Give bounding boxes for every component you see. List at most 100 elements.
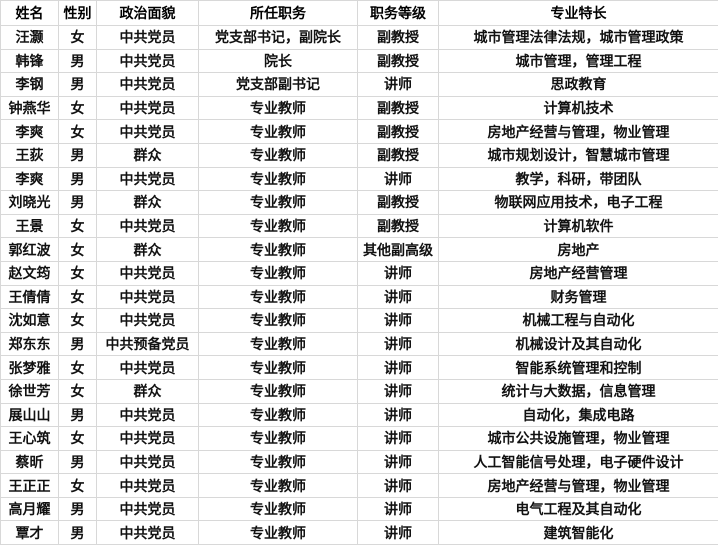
cell-job-level: 讲师 bbox=[357, 308, 439, 333]
cell-position: 专业教师 bbox=[198, 260, 358, 286]
cell-political-status: 中共预备党员 bbox=[96, 331, 199, 357]
cell-name: 覃才 bbox=[0, 520, 59, 545]
cell-specialty: 财务管理 bbox=[438, 284, 718, 310]
column-header-job-level: 职务等级 bbox=[357, 0, 439, 26]
cell-position: 专业教师 bbox=[198, 473, 358, 498]
cell-position: 专业教师 bbox=[198, 308, 358, 333]
cell-specialty: 房地产经营与管理，物业管理 bbox=[438, 473, 718, 498]
cell-specialty: 机械设计及其自动化 bbox=[438, 331, 718, 357]
cell-job-level: 副教授 bbox=[357, 213, 439, 239]
cell-name: 高月耀 bbox=[0, 496, 59, 522]
table-row: 刘晓光男群众 专业教师 副教授 物联网应用技术，电子工程 bbox=[0, 190, 718, 215]
column-header-political-status: 政治面貌 bbox=[96, 0, 199, 26]
cell-position: 专业教师 bbox=[198, 213, 358, 239]
table-row: 展山山男中共党员 专业教师 讲师 自动化，集成电路 bbox=[0, 402, 718, 428]
cell-specialty: 统计与大数据，信息管理 bbox=[438, 378, 718, 404]
cell-name: 汪灏 bbox=[0, 25, 59, 50]
cell-position: 专业教师 bbox=[198, 284, 358, 310]
cell-specialty: 自动化，集成电路 bbox=[438, 402, 718, 428]
cell-specialty: 教学，科研，带团队 bbox=[438, 166, 718, 192]
cell-gender: 女 bbox=[58, 25, 97, 50]
cell-name: 沈如意 bbox=[0, 308, 59, 333]
cell-political-status: 中共党员 bbox=[96, 402, 199, 428]
cell-name: 刘晓光 bbox=[0, 190, 59, 215]
cell-position: 专业教师 bbox=[198, 378, 358, 404]
cell-job-level: 副教授 bbox=[357, 95, 439, 121]
table-row: 覃才男中共党员 专业教师 讲师 建筑智能化 bbox=[0, 520, 718, 545]
cell-political-status: 中共党员 bbox=[96, 426, 199, 451]
cell-position: 专业教师 bbox=[198, 520, 358, 545]
cell-position: 专业教师 bbox=[198, 331, 358, 357]
cell-position: 院长 bbox=[198, 48, 358, 74]
table-row: 钟燕华女中共党员 专业教师 副教授 计算机技术 bbox=[0, 95, 718, 121]
column-header-specialty: 专业特长 bbox=[438, 0, 718, 26]
cell-job-level: 讲师 bbox=[357, 72, 439, 97]
cell-political-status: 群众 bbox=[96, 378, 199, 404]
cell-job-level: 讲师 bbox=[357, 331, 439, 357]
table-row: 王荻男群众 专业教师 副教授 城市规划设计，智慧城市管理 bbox=[0, 142, 718, 168]
cell-position: 专业教师 bbox=[198, 95, 358, 121]
cell-specialty: 城市公共设施管理，物业管理 bbox=[438, 426, 718, 451]
cell-gender: 女 bbox=[58, 378, 97, 404]
cell-gender: 男 bbox=[58, 72, 97, 97]
table-row: 徐世芳女群众 专业教师 讲师 统计与大数据，信息管理 bbox=[0, 378, 718, 404]
cell-political-status: 中共党员 bbox=[96, 449, 199, 475]
cell-gender: 男 bbox=[58, 190, 97, 215]
cell-position: 专业教师 bbox=[198, 355, 358, 380]
cell-position: 党支部副书记 bbox=[198, 72, 358, 97]
table-row: 赵文筠女中共党员 专业教师 讲师 房地产经营管理 bbox=[0, 260, 718, 286]
table-row: 王倩倩女中共党员 专业教师 讲师 财务管理 bbox=[0, 284, 718, 310]
cell-specialty: 智能系统管理和控制 bbox=[438, 355, 718, 380]
cell-political-status: 中共党员 bbox=[96, 119, 199, 144]
cell-job-level: 讲师 bbox=[357, 426, 439, 451]
cell-political-status: 群众 bbox=[96, 237, 199, 262]
cell-political-status: 群众 bbox=[96, 142, 199, 168]
cell-political-status: 中共党员 bbox=[96, 355, 199, 380]
table-row: 沈如意女中共党员 专业教师 讲师 机械工程与自动化 bbox=[0, 308, 718, 333]
cell-job-level: 副教授 bbox=[357, 142, 439, 168]
cell-position: 专业教师 bbox=[198, 166, 358, 192]
cell-specialty: 思政教育 bbox=[438, 72, 718, 97]
cell-name: 王正正 bbox=[0, 473, 59, 498]
cell-gender: 男 bbox=[58, 48, 97, 74]
cell-specialty: 建筑智能化 bbox=[438, 520, 718, 545]
cell-gender: 男 bbox=[58, 496, 97, 522]
cell-name: 王景 bbox=[0, 213, 59, 239]
cell-political-status: 中共党员 bbox=[96, 72, 199, 97]
cell-political-status: 中共党员 bbox=[96, 25, 199, 50]
cell-job-level: 其他副高级 bbox=[357, 237, 439, 262]
cell-gender: 男 bbox=[58, 142, 97, 168]
cell-gender: 男 bbox=[58, 331, 97, 357]
cell-job-level: 讲师 bbox=[357, 473, 439, 498]
cell-specialty: 计算机软件 bbox=[438, 213, 718, 239]
column-header-name: 姓名 bbox=[0, 0, 59, 26]
cell-political-status: 群众 bbox=[96, 190, 199, 215]
cell-gender: 女 bbox=[58, 260, 97, 286]
cell-political-status: 中共党员 bbox=[96, 166, 199, 192]
cell-job-level: 讲师 bbox=[357, 166, 439, 192]
column-header-gender: 性别 bbox=[58, 0, 97, 26]
cell-job-level: 副教授 bbox=[357, 190, 439, 215]
table-header-row: 姓名 性别 政治面貌 所任职务 职务等级 专业特长 bbox=[0, 0, 718, 26]
cell-name: 李钢 bbox=[0, 72, 59, 97]
cell-gender: 女 bbox=[58, 473, 97, 498]
table-row: 郑东东男中共预备党员 专业教师 讲师 机械设计及其自动化 bbox=[0, 331, 718, 357]
cell-position: 专业教师 bbox=[198, 426, 358, 451]
table-row: 李钢男中共党员 党支部副书记 讲师 思政教育 bbox=[0, 72, 718, 97]
table-row: 王正正女中共党员 专业教师 讲师 房地产经营与管理，物业管理 bbox=[0, 473, 718, 498]
cell-job-level: 讲师 bbox=[357, 284, 439, 310]
cell-name: 展山山 bbox=[0, 402, 59, 428]
cell-specialty: 城市规划设计，智慧城市管理 bbox=[438, 142, 718, 168]
cell-political-status: 中共党员 bbox=[96, 48, 199, 74]
cell-name: 王倩倩 bbox=[0, 284, 59, 310]
cell-name: 李爽 bbox=[0, 166, 59, 192]
cell-position: 党支部书记，副院长 bbox=[198, 25, 358, 50]
cell-specialty: 房地产 bbox=[438, 237, 718, 262]
table-row: 蔡昕男中共党员 专业教师 讲师 人工智能信号处理，电子硬件设计 bbox=[0, 449, 718, 475]
cell-specialty: 城市管理，管理工程 bbox=[438, 48, 718, 74]
cell-job-level: 讲师 bbox=[357, 449, 439, 475]
cell-specialty: 机械工程与自动化 bbox=[438, 308, 718, 333]
cell-specialty: 物联网应用技术，电子工程 bbox=[438, 190, 718, 215]
cell-job-level: 讲师 bbox=[357, 355, 439, 380]
